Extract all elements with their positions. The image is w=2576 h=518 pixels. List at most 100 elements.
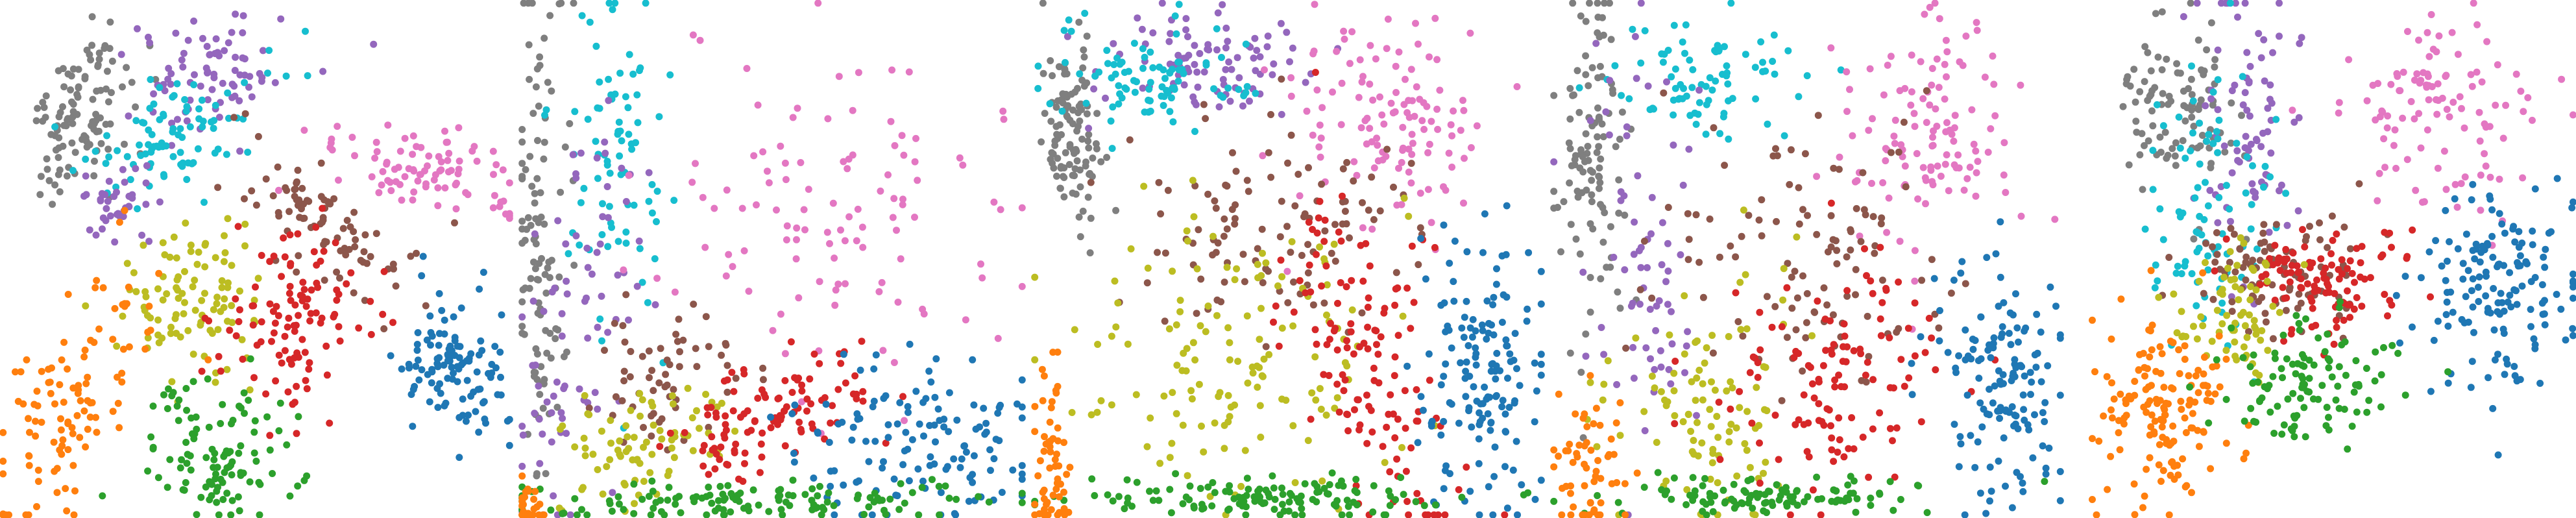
scatter-point-purple xyxy=(1246,97,1253,105)
scatter-point-red xyxy=(1756,346,1764,354)
scatter-point-olive xyxy=(646,469,654,476)
scatter-point-olive xyxy=(1031,356,1039,364)
scatter-point-red xyxy=(2301,243,2309,251)
scatter-point-olive xyxy=(1400,194,1408,202)
scatter-point-gray xyxy=(2221,148,2229,156)
scatter-point-cyan xyxy=(608,223,615,231)
scatter-point-brown xyxy=(1265,149,1272,156)
scatter-point-olive xyxy=(221,232,228,240)
scatter-point-orange xyxy=(145,302,153,310)
scatter-point-gray xyxy=(2180,102,2188,110)
scatter-point-cyan xyxy=(1174,77,1182,85)
scatter-point-olive xyxy=(1723,387,1731,395)
scatter-point-red xyxy=(1379,443,1387,450)
scatter-point-purple xyxy=(1205,46,1213,54)
scatter-point-blue xyxy=(2025,426,2033,434)
scatter-point-pink xyxy=(1372,55,1379,63)
scatter-point-cyan xyxy=(1784,47,1792,55)
scatter-point-red xyxy=(827,419,834,427)
scatter-point-purple xyxy=(2261,77,2268,85)
scatter-point-green xyxy=(1298,511,1306,518)
scatter-point-blue xyxy=(1986,411,1993,419)
scatter-point-cyan xyxy=(1681,49,1688,57)
scatter-point-blue xyxy=(1501,463,1509,471)
scatter-point-green xyxy=(560,510,568,517)
scatter-point-gray xyxy=(2196,142,2204,150)
scatter-point-cyan xyxy=(136,141,143,149)
scatter-point-pink xyxy=(2456,93,2464,101)
scatter-point-blue xyxy=(2434,317,2442,325)
scatter-point-brown xyxy=(1155,179,1163,186)
scatter-point-olive xyxy=(1714,434,1722,441)
scatter-point-green xyxy=(1123,476,1131,484)
scatter-point-cyan xyxy=(1034,62,1042,70)
scatter-point-olive xyxy=(1708,378,1715,386)
scatter-point-blue xyxy=(2031,411,2038,419)
scatter-point-gray xyxy=(1069,106,1076,114)
scatter-point-blue xyxy=(919,399,927,406)
scatter-point-purple xyxy=(101,191,109,199)
scatter-point-purple xyxy=(1610,253,1618,261)
scatter-point-pink xyxy=(1311,1,1318,8)
scatter-point-red xyxy=(810,351,818,358)
scatter-point-blue xyxy=(2000,434,2008,442)
scatter-point-blue xyxy=(870,365,878,373)
scatter-point-brown xyxy=(1262,265,1270,273)
scatter-point-blue xyxy=(2494,451,2502,459)
scatter-point-brown xyxy=(1346,234,1353,241)
scatter-point-green xyxy=(608,508,616,515)
scatter-point-purple xyxy=(184,36,192,44)
scatter-point-red xyxy=(1834,449,1841,456)
scatter-point-olive xyxy=(187,247,195,255)
scatter-point-red xyxy=(1864,358,1871,366)
scatter-point-olive xyxy=(1143,443,1151,450)
scatter-point-pink xyxy=(1395,48,1403,56)
scatter-point-pink xyxy=(1405,145,1413,153)
scatter-point-pink xyxy=(962,316,969,324)
scatter-point-green xyxy=(1773,481,1780,489)
scatter-point-blue xyxy=(1414,439,1422,447)
scatter-point-pink xyxy=(832,286,840,294)
scatter-point-pink xyxy=(490,171,497,179)
scatter-point-blue xyxy=(1487,367,1495,375)
scatter-point-brown xyxy=(1304,269,1312,277)
scatter-point-blue xyxy=(1419,406,1427,414)
scatter-point-green xyxy=(1226,482,1233,489)
scatter-point-gray xyxy=(545,258,553,266)
scatter-point-brown xyxy=(1699,293,1707,301)
scatter-point-brown xyxy=(342,251,350,259)
scatter-point-pink xyxy=(740,247,748,254)
scatter-point-red xyxy=(2266,255,2274,262)
scatter-point-pink xyxy=(372,138,380,146)
scatter-point-olive xyxy=(1291,479,1299,486)
scatter-point-brown xyxy=(1878,214,1886,222)
scatter-point-green xyxy=(237,404,245,412)
scatter-point-pink xyxy=(814,0,822,7)
scatter-point-blue xyxy=(441,316,448,324)
scatter-point-gray xyxy=(1618,108,1626,116)
scatter-point-olive xyxy=(213,293,221,301)
scatter-point-pink xyxy=(2417,144,2425,152)
scatter-point-gray xyxy=(2172,162,2180,169)
scatter-point-red xyxy=(1828,446,1836,454)
scatter-point-brown xyxy=(759,376,767,384)
scatter-point-cyan xyxy=(1243,82,1251,90)
scatter-point-orange xyxy=(2115,417,2122,425)
scatter-point-pink xyxy=(1413,83,1420,91)
scatter-point-cyan xyxy=(169,153,177,160)
scatter-point-pink xyxy=(783,236,790,243)
scatter-point-purple xyxy=(1602,108,1610,116)
scatter-point-purple xyxy=(1644,82,1652,90)
scatter-point-gray xyxy=(49,201,56,208)
scatter-point-gray xyxy=(1615,209,1623,217)
scatter-point-cyan xyxy=(1677,80,1684,88)
scatter-point-blue xyxy=(1503,293,1511,301)
scatter-point-gray xyxy=(1566,84,1574,92)
scatter-point-gray xyxy=(88,13,96,21)
scatter-point-red xyxy=(232,332,240,339)
scatter-point-red xyxy=(2283,294,2290,302)
scatter-point-cyan xyxy=(2149,186,2157,193)
scatter-point-red xyxy=(301,349,309,356)
scatter-point-brown xyxy=(1721,162,1729,169)
scatter-point-olive xyxy=(2243,334,2251,341)
